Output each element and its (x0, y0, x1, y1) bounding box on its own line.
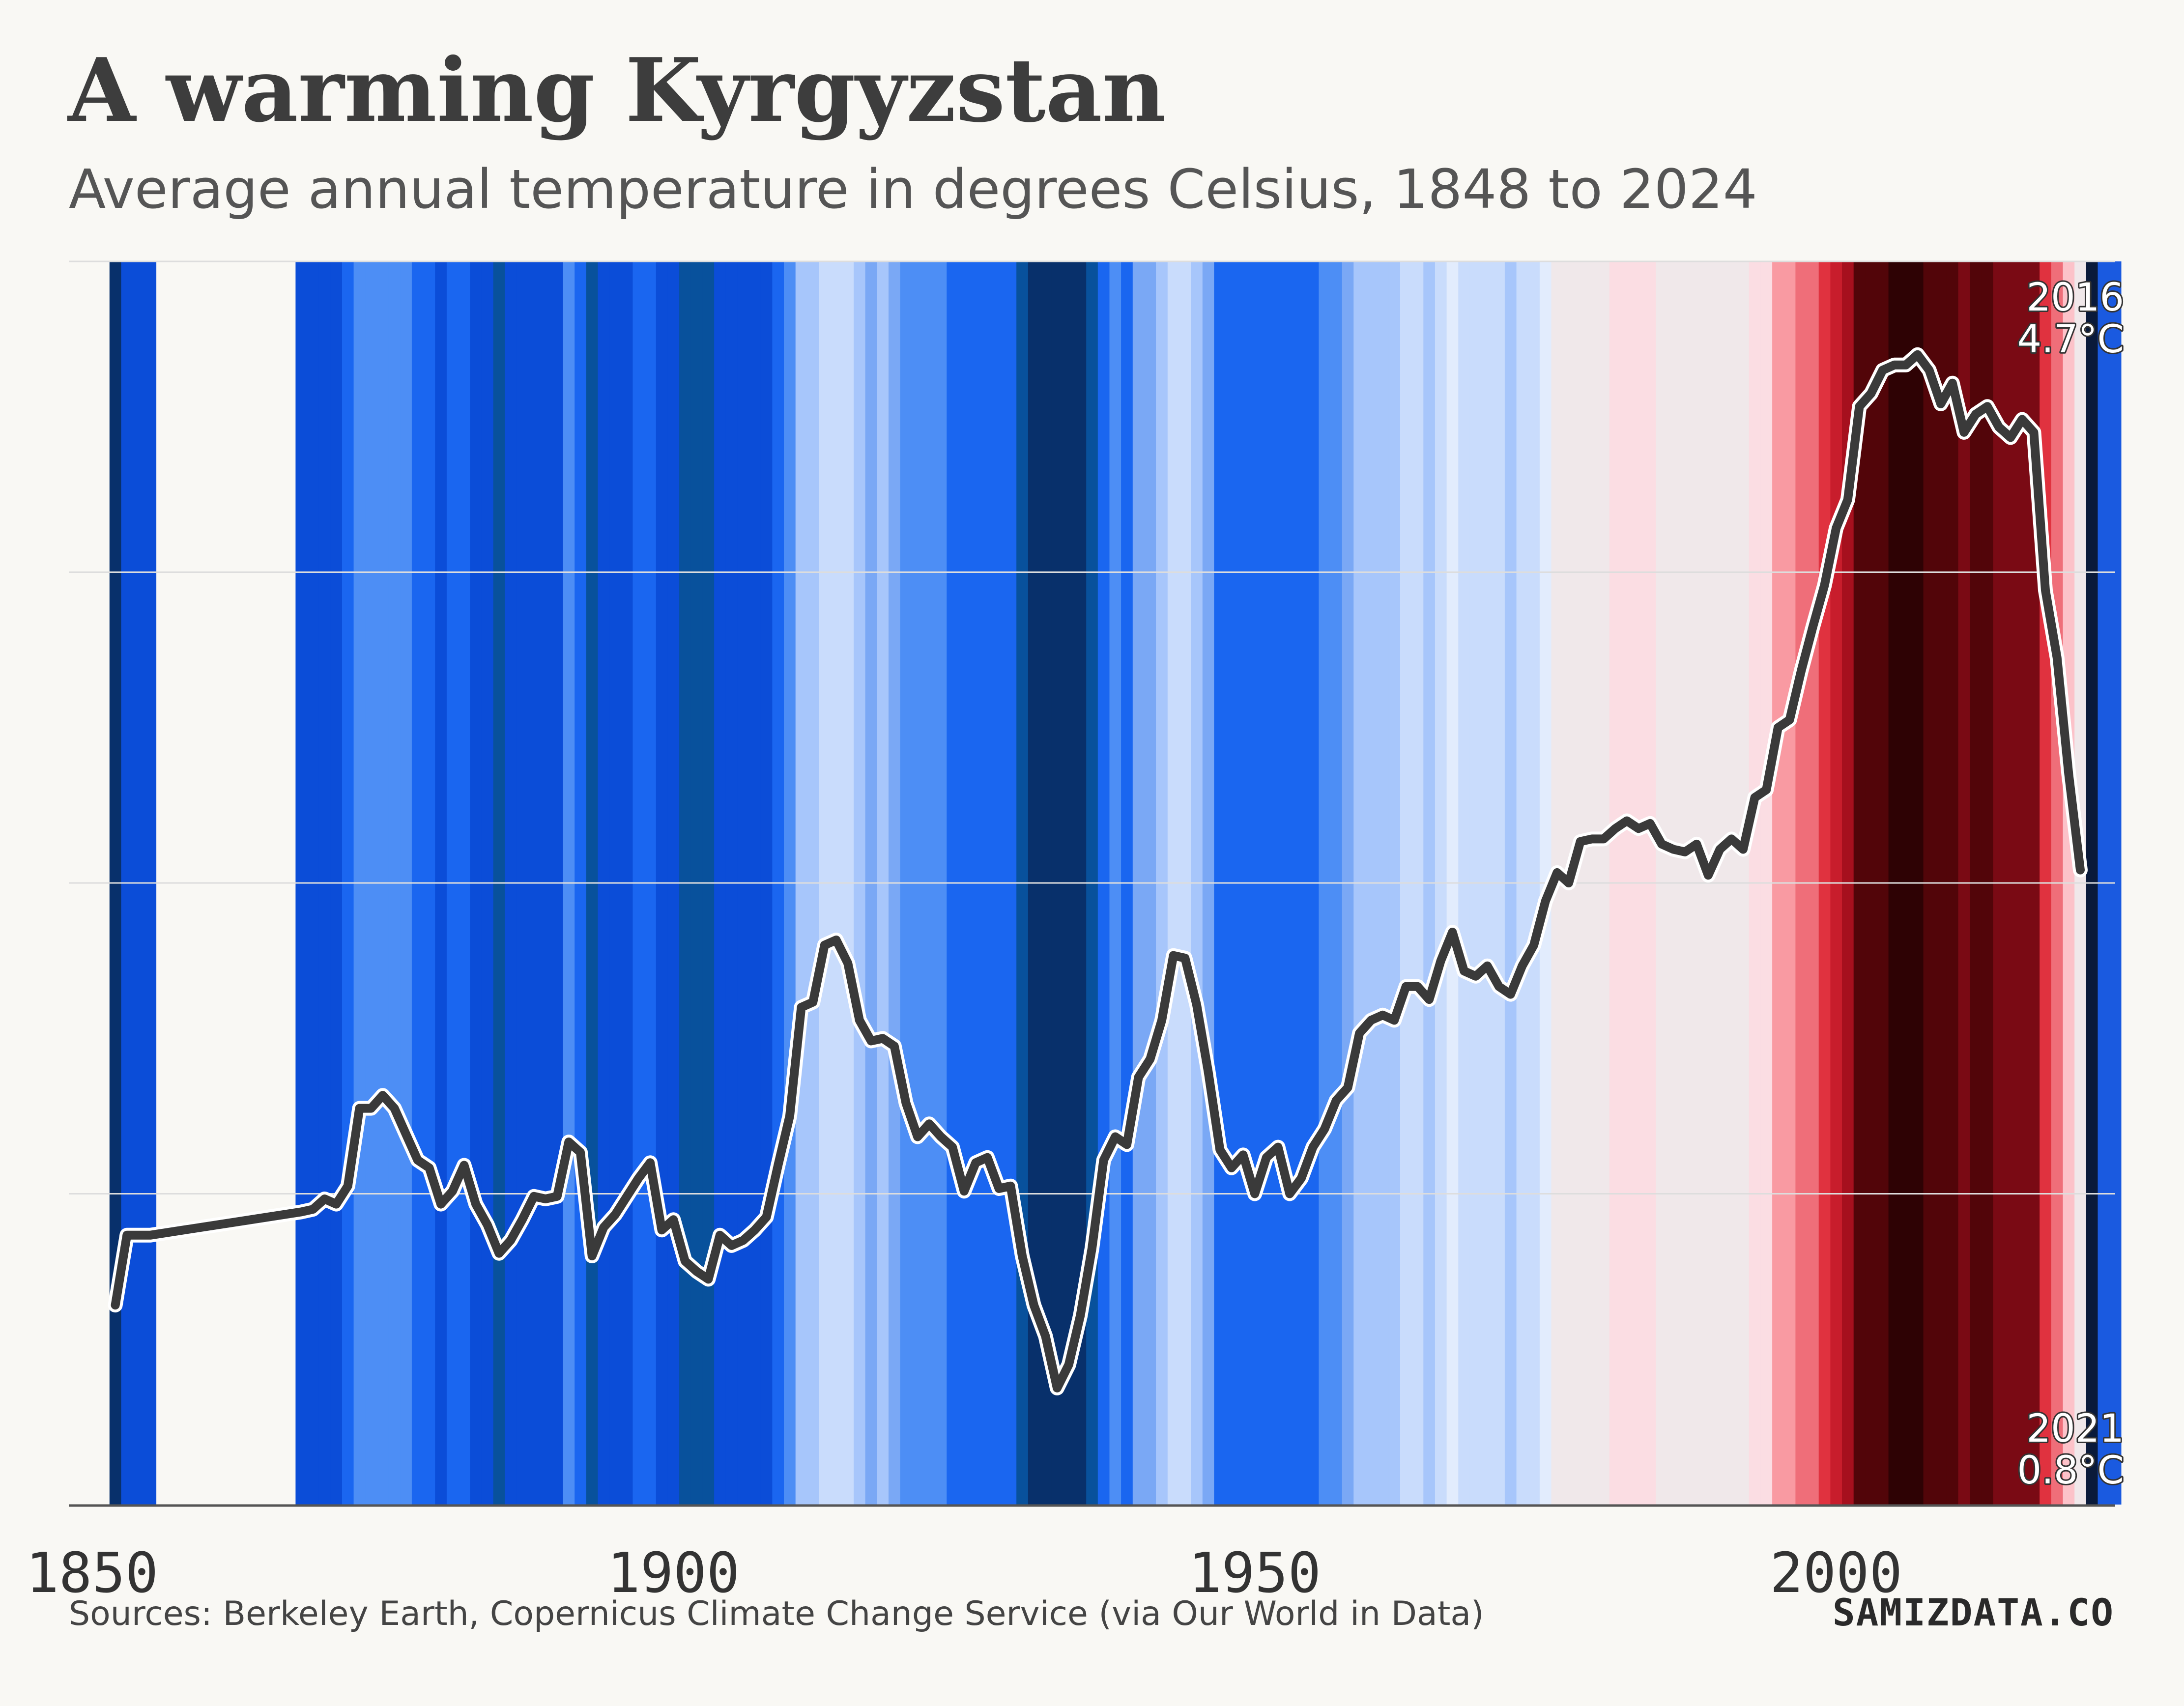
x-tick-label: 1900 (607, 1541, 740, 1605)
source-note: Sources: Berkeley Earth, Copernicus Clim… (69, 1594, 1484, 1633)
temperature-line-layer (108, 347, 2088, 1395)
temperature-line (111, 350, 2085, 1393)
x-axis-ticks: 1850 1900 1950 2000 (26, 1541, 1902, 1605)
chart-subtitle: Average annual temperature in degrees Ce… (69, 158, 1757, 221)
x-tick-label: 2000 (1770, 1541, 1902, 1605)
x-tick-label: 1850 (26, 1541, 158, 1605)
annotation-year: 2021 (2026, 1407, 2124, 1451)
gridlines (69, 260, 2115, 1194)
annotation-year: 2016 (2026, 276, 2124, 320)
annotation-value: 0.8°C (2017, 1449, 2124, 1493)
chart-title: A warming Kyrgyzstan (68, 39, 1166, 142)
x-tick-label: 1950 (1188, 1541, 1321, 1605)
annotation-value: 4.7°C (2017, 317, 2124, 362)
brand-logo: SAMIZDATA.CO (1832, 1591, 2114, 1634)
